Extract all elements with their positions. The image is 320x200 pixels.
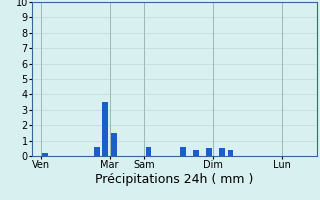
Bar [206,148,212,156]
Bar [219,148,225,156]
Bar [94,147,100,156]
Bar [228,150,233,156]
Bar [193,150,199,156]
Bar [180,147,186,156]
Bar [111,133,117,156]
X-axis label: Précipitations 24h ( mm ): Précipitations 24h ( mm ) [95,173,253,186]
Bar [42,153,48,156]
Bar [146,147,151,156]
Bar [102,102,108,156]
